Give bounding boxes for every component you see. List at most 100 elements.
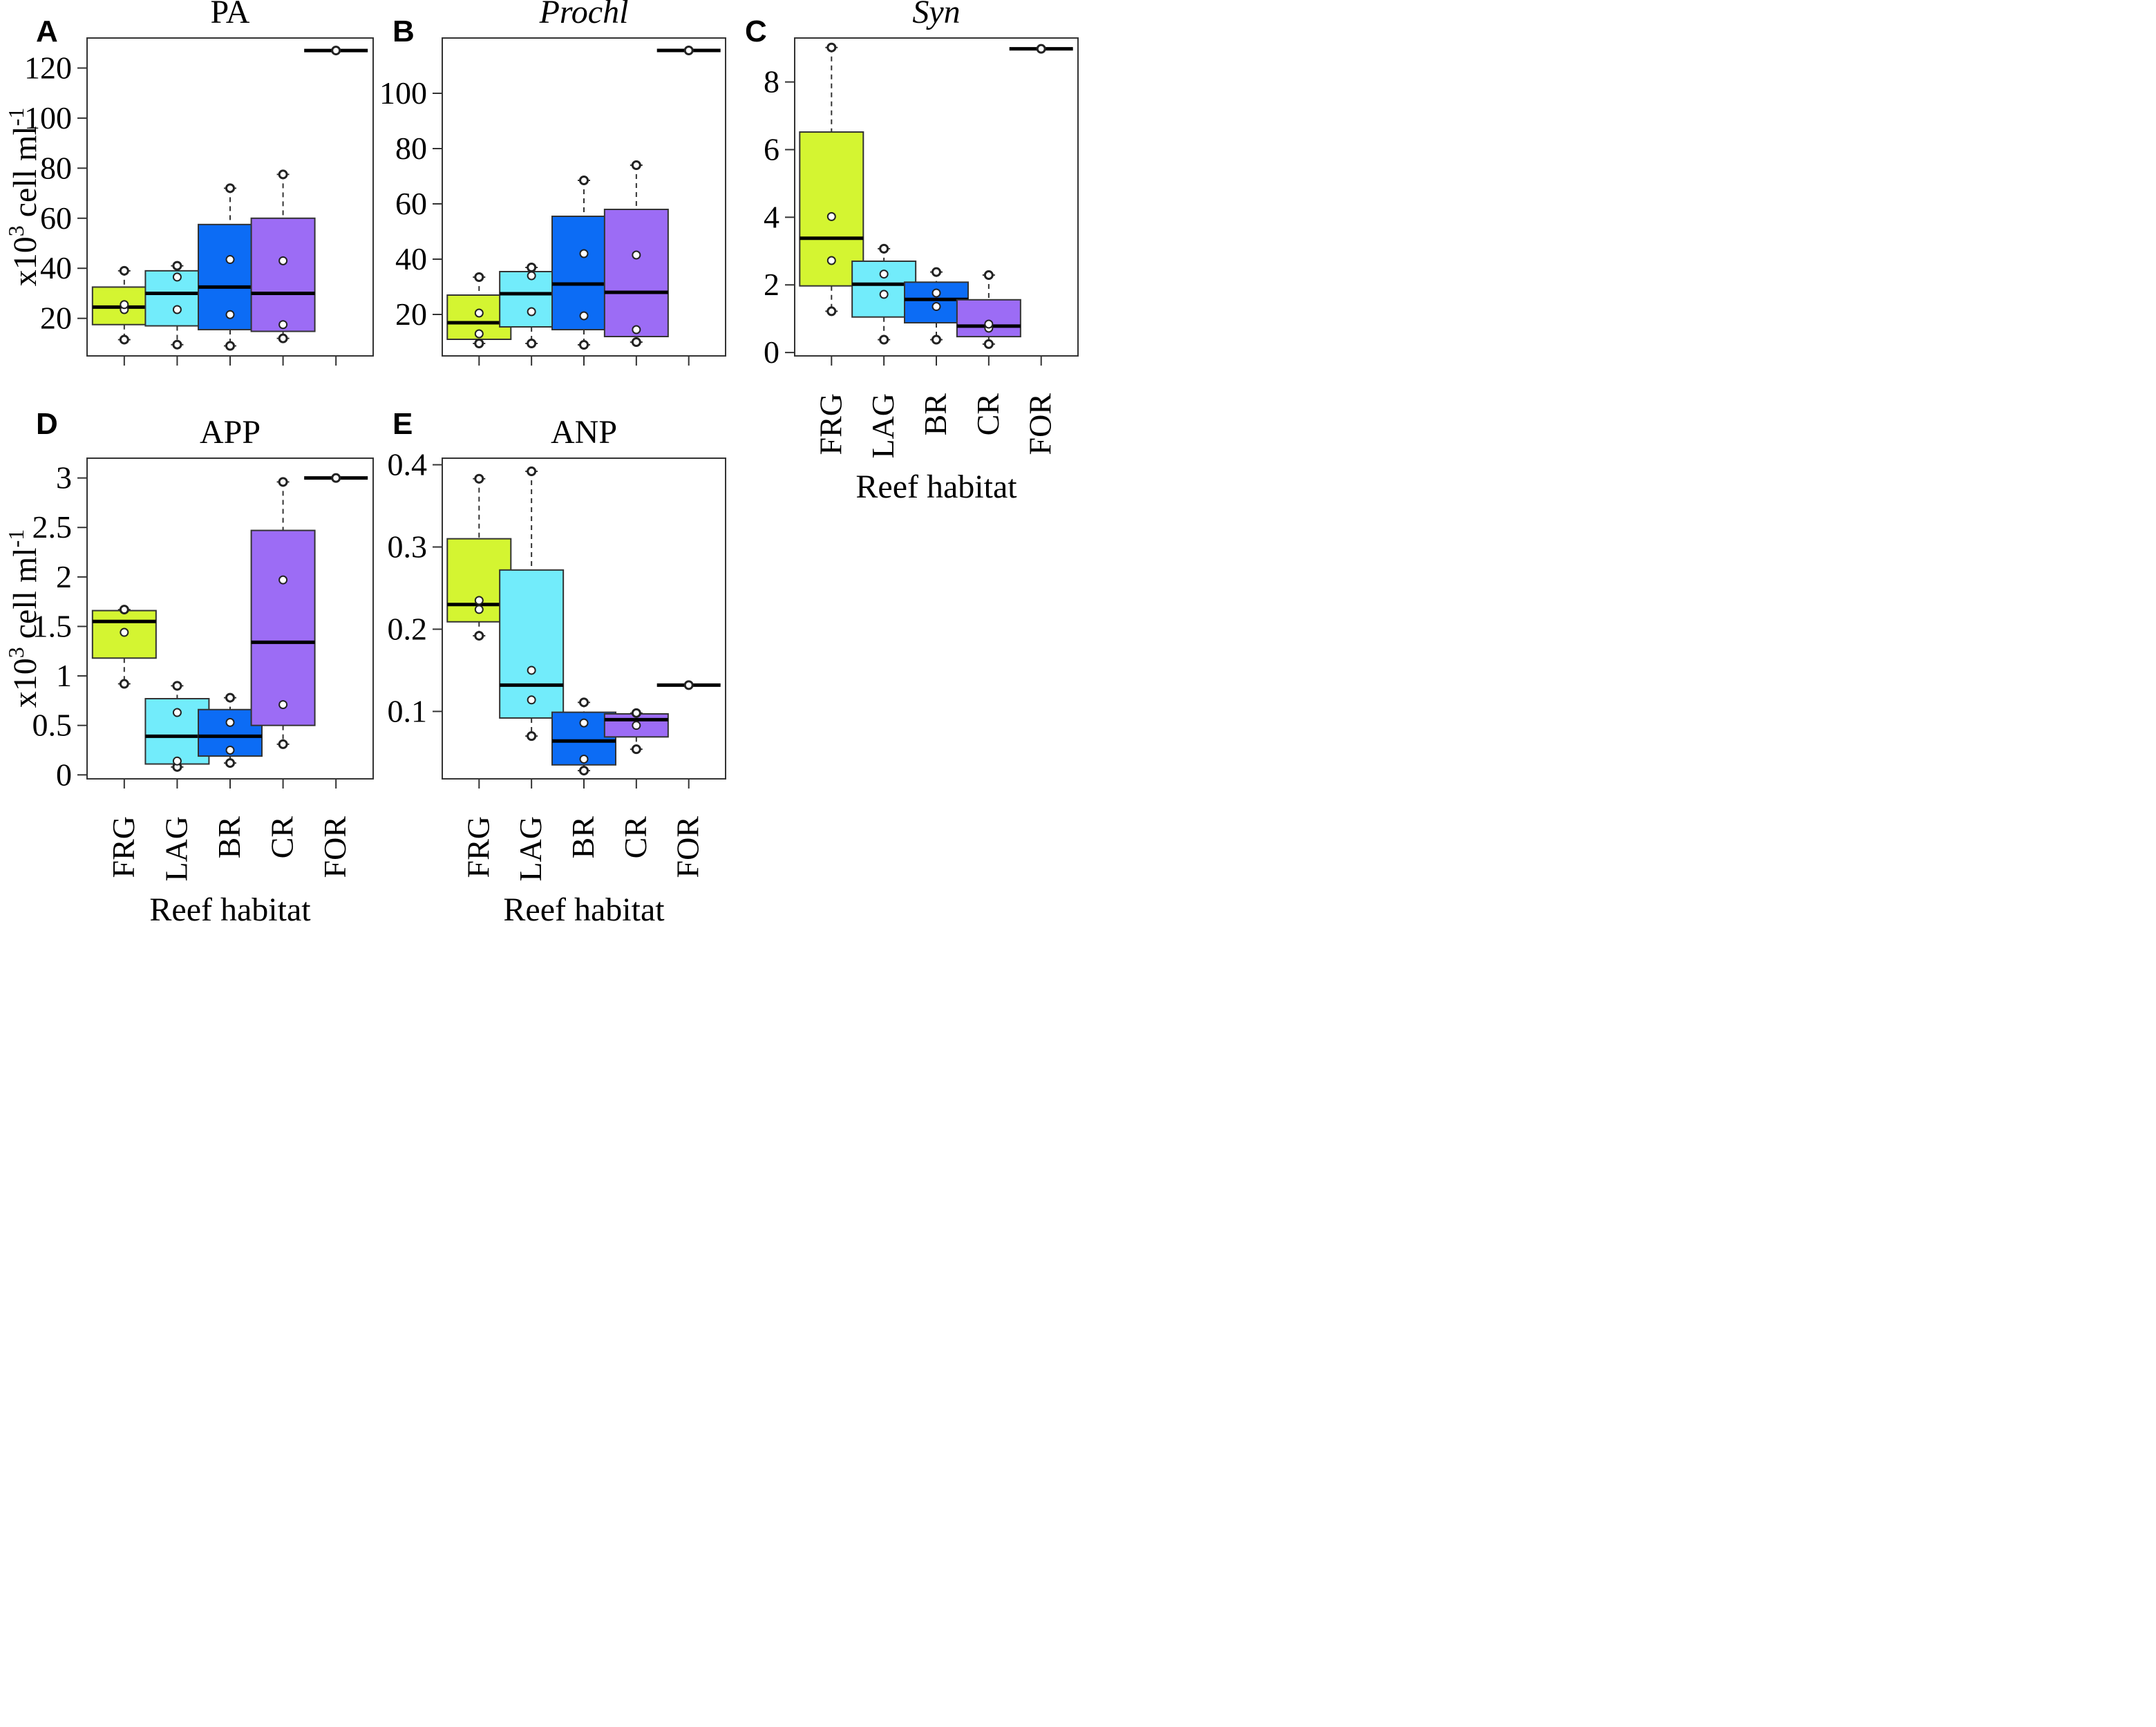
max-marker [826,42,837,53]
y-tick-label: 60 [40,200,72,236]
data-point [632,721,641,730]
x-tick-label: CR [970,393,1005,436]
max-marker [527,263,537,272]
y-tick-label: 120 [24,50,72,85]
y-tick-label: 8 [764,64,779,100]
y-tick-label: 80 [40,150,72,185]
max-marker [631,708,641,718]
panel-title: ANP [551,414,617,451]
box-frg [91,605,157,689]
max-marker [579,697,589,708]
data-point [632,250,641,260]
y-tick-label: 2 [764,267,779,302]
box-frg [799,42,864,317]
min-marker [879,334,889,345]
panel-a: A PA 20 40 60 80 100 120 x103 cell ml-1 [3,0,374,366]
min-marker [278,739,288,749]
max-marker [879,243,889,254]
y-tick-label: 0.1 [388,693,428,728]
data-point [527,666,536,675]
single-value-marker [1036,44,1046,54]
single-value-marker [683,680,694,690]
data-point [579,718,589,728]
data-point [527,307,536,317]
data-point [527,695,536,705]
data-point [172,708,182,717]
min-marker [172,339,182,350]
y-tick-label: 2 [56,559,72,594]
data-point [278,575,288,585]
data-point [120,627,129,637]
min-marker [225,758,235,768]
data-point [172,305,182,314]
x-tick-label: BR [565,816,601,859]
box-for [304,473,368,483]
y-tick-label: 0.2 [388,611,428,646]
x-axis-label: Reef habitat [855,469,1017,505]
data-point [172,756,182,766]
box-cr [603,160,669,347]
max-marker [631,160,641,170]
max-marker [172,681,182,691]
min-marker [474,630,484,641]
panel-title: PA [211,0,250,30]
box-for [656,680,721,690]
min-marker [826,306,837,317]
panel-title: Syn [912,0,960,30]
data-point [278,700,288,710]
y-tick-label: 20 [40,301,72,336]
x-axis-label: Reef habitat [149,891,311,928]
min-marker [225,341,235,351]
box-lag [499,466,565,742]
y-tick-label: 1 [56,658,72,693]
min-marker [527,731,537,742]
x-tick-label: FRG [106,816,141,878]
max-marker [119,605,129,615]
y-tick-label: 40 [395,241,427,276]
max-marker [278,169,288,180]
data-point [826,211,836,221]
y-tick-label: 1.5 [32,608,73,643]
panel-letter: C [745,15,767,48]
min-marker [527,339,537,348]
panel-title: APP [200,414,261,451]
y-axis-label: x103 cell ml-1 [3,529,44,708]
y-tick-label: 4 [764,199,779,234]
data-point [879,270,889,279]
x-tick-label: CR [618,816,653,859]
max-marker [527,466,537,477]
panel-letter: D [36,407,58,441]
max-marker [474,272,484,282]
data-point [932,288,941,298]
single-value-marker [331,46,341,56]
max-marker [225,183,235,194]
max-marker [119,265,129,276]
min-marker [474,339,484,348]
min-marker [983,339,994,349]
min-marker [579,766,589,776]
x-tick-label: FOR [1023,393,1058,455]
max-marker [932,267,941,277]
data-point [474,605,484,614]
data-point [225,745,235,755]
y-tick-label: 80 [395,131,427,166]
panel-b: B Prochl 20 40 60 80 100 [379,0,726,366]
data-point [579,311,589,321]
max-marker [278,477,288,487]
x-tick-label: FRG [813,393,848,455]
y-tick-label: 0.3 [388,529,428,564]
x-tick-label: BR [918,393,953,436]
data-point [984,319,994,329]
y-tick-label: 6 [764,131,779,167]
min-marker [119,679,129,689]
min-marker [631,337,641,347]
box-cr [250,477,316,749]
min-marker [932,334,941,345]
x-tick-label: LAG [865,393,900,459]
x-tick-label: FOR [670,816,706,878]
y-tick-label: 0 [764,334,779,370]
panel-letter: B [393,15,415,48]
y-tick-label: 2.5 [32,509,73,545]
